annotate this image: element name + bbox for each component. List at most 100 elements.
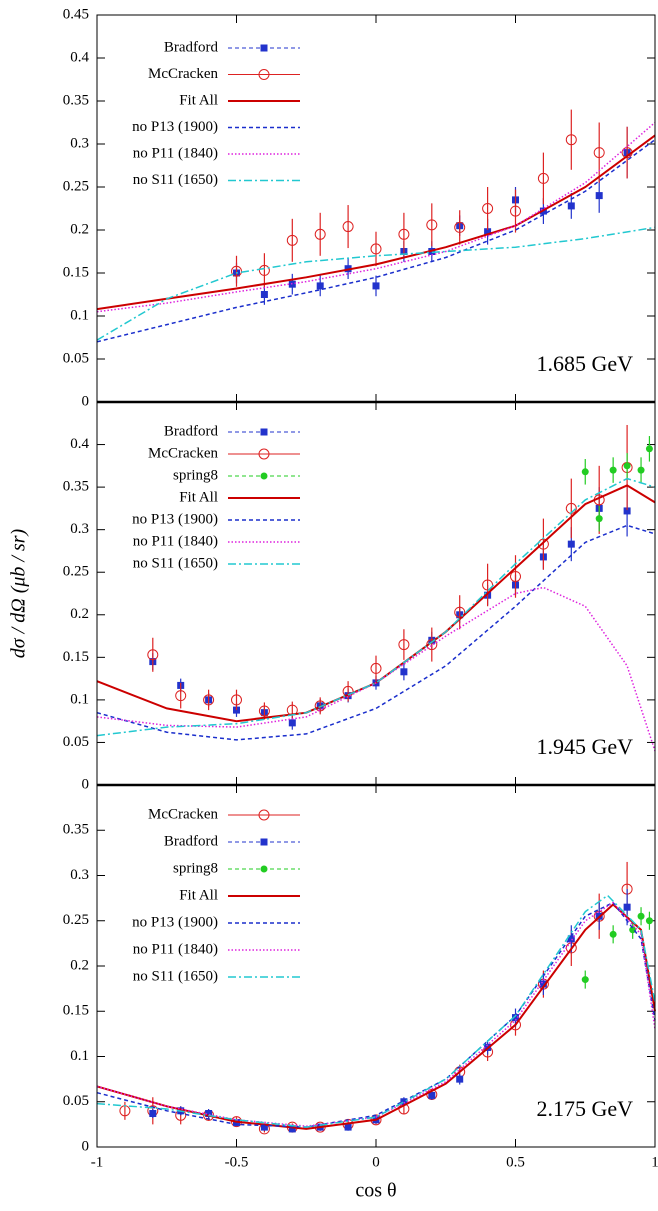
marker: [231, 265, 242, 277]
curve: [96, 524, 656, 741]
legend-label: McCracken: [148, 445, 218, 461]
y-tick-label: 0.4: [70, 49, 89, 65]
legend-label: Bradford: [164, 39, 219, 55]
marker: [623, 903, 631, 911]
legend-label: spring8: [173, 860, 218, 876]
y-tick-label: 0.1: [70, 307, 89, 323]
marker: [567, 202, 575, 210]
legend-label: McCracken: [148, 66, 218, 82]
marker: [593, 147, 605, 159]
annotation: 1.945 GeV: [536, 734, 633, 759]
marker: [565, 134, 577, 146]
marker: [567, 540, 575, 548]
marker: [258, 809, 270, 821]
legend-label: no P11 (1840): [133, 145, 218, 161]
marker: [510, 570, 521, 582]
marker: [314, 228, 326, 240]
y-tick-label: 0.15: [63, 264, 89, 280]
legend-label: Fit All: [179, 887, 218, 903]
legend-label: no S11 (1650): [133, 172, 218, 188]
legend-label: no P13 (1900): [132, 511, 218, 527]
legend-label: Bradford: [164, 423, 219, 439]
marker: [258, 705, 270, 717]
marker: [260, 44, 268, 52]
curve: [96, 901, 656, 1127]
x-tick-label: 0.5: [506, 1154, 525, 1170]
marker: [258, 69, 270, 80]
curve: [96, 484, 656, 723]
y-tick-label: 0: [82, 393, 90, 409]
legend-label: no P13 (1900): [132, 914, 218, 930]
marker: [454, 606, 466, 618]
marker: [623, 507, 631, 515]
marker: [637, 912, 645, 920]
marker: [623, 462, 631, 470]
marker: [260, 865, 268, 873]
marker: [260, 1123, 268, 1131]
x-tick-label: -0.5: [225, 1154, 249, 1170]
y-tick-label: 0.15: [63, 649, 89, 665]
y-tick-label: 0.05: [63, 1093, 89, 1109]
legend-label: Fit All: [179, 92, 218, 108]
legend-label: no P13 (1900): [132, 119, 218, 135]
legend-label: spring8: [173, 467, 218, 483]
y-tick-label: 0.15: [63, 1003, 89, 1019]
marker: [456, 1075, 464, 1083]
marker: [288, 1125, 296, 1133]
y-tick-label: 0.3: [70, 521, 89, 537]
y-axis-label: dσ / dΩ (μb / sr): [8, 528, 30, 658]
marker: [539, 980, 547, 988]
marker: [316, 282, 324, 290]
marker: [400, 1098, 408, 1106]
curve: [96, 586, 656, 752]
marker: [454, 221, 466, 233]
marker: [510, 205, 521, 217]
marker: [372, 282, 380, 290]
marker: [147, 649, 159, 661]
marker: [609, 466, 617, 474]
marker: [258, 448, 270, 460]
marker: [260, 838, 268, 846]
y-tick-label: 0.35: [63, 822, 89, 838]
marker: [428, 1091, 436, 1099]
legend-label: no S11 (1650): [133, 968, 218, 984]
curve: [96, 121, 656, 313]
y-tick-label: 0: [82, 776, 90, 792]
legend-label: McCracken: [148, 806, 218, 822]
y-tick-label: 0.45: [63, 6, 89, 22]
marker: [288, 719, 296, 727]
marker: [512, 1014, 519, 1022]
y-tick-label: 0.4: [70, 436, 89, 452]
y-tick-label: 0.25: [63, 564, 89, 580]
marker: [342, 221, 354, 233]
legend-label: Bradford: [164, 833, 219, 849]
y-tick-label: 0.1: [70, 691, 89, 707]
curve: [96, 477, 656, 737]
y-tick-label: 0.2: [70, 221, 89, 237]
legend-label: Fit All: [179, 489, 218, 505]
marker: [400, 668, 408, 676]
marker: [231, 694, 242, 706]
marker: [258, 264, 270, 276]
curve: [96, 894, 656, 1128]
marker: [595, 192, 603, 200]
y-tick-label: 0.1: [70, 1048, 89, 1064]
y-tick-label: 0.05: [63, 734, 89, 750]
y-tick-label: 0.25: [63, 912, 89, 928]
marker: [370, 662, 382, 674]
annotation: 1.685 GeV: [536, 351, 633, 376]
marker: [581, 468, 589, 476]
y-tick-label: 0.3: [70, 135, 89, 151]
marker: [484, 228, 492, 236]
marker: [609, 930, 617, 938]
curve: [96, 134, 656, 311]
y-tick-label: 0.2: [70, 606, 89, 622]
annotation: 2.175 GeV: [536, 1096, 633, 1121]
marker: [286, 234, 298, 246]
marker: [260, 428, 268, 436]
curve: [96, 226, 656, 341]
x-tick-label: -1: [91, 1154, 104, 1170]
marker: [645, 917, 653, 925]
marker: [567, 935, 575, 943]
marker: [260, 472, 268, 480]
